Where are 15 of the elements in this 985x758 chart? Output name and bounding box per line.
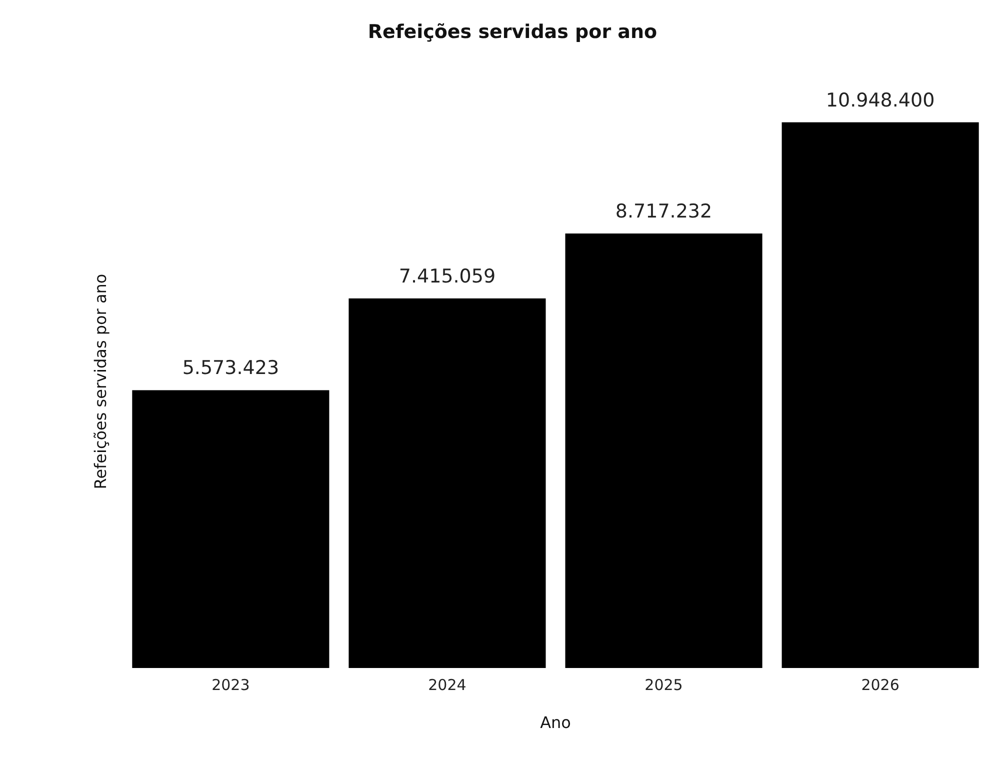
bar bbox=[348, 298, 546, 668]
chart-title: Refeições servidas por ano bbox=[368, 21, 658, 43]
x-tick-label: 2025 bbox=[644, 676, 683, 694]
x-tick-label: 2024 bbox=[428, 676, 466, 694]
y-axis-title: Refeições servidas por ano bbox=[91, 274, 110, 490]
data-label: 10.948.400 bbox=[826, 89, 935, 112]
data-label: 5.573.423 bbox=[182, 357, 280, 380]
bar bbox=[565, 233, 762, 668]
x-tick-label: 2026 bbox=[861, 676, 900, 694]
data-label: 7.415.059 bbox=[398, 265, 496, 288]
bar bbox=[782, 122, 979, 668]
x-axis-title: Ano bbox=[540, 713, 571, 732]
data-label: 8.717.232 bbox=[615, 200, 712, 222]
bar bbox=[132, 390, 330, 668]
x-tick-label: 2023 bbox=[212, 676, 250, 694]
